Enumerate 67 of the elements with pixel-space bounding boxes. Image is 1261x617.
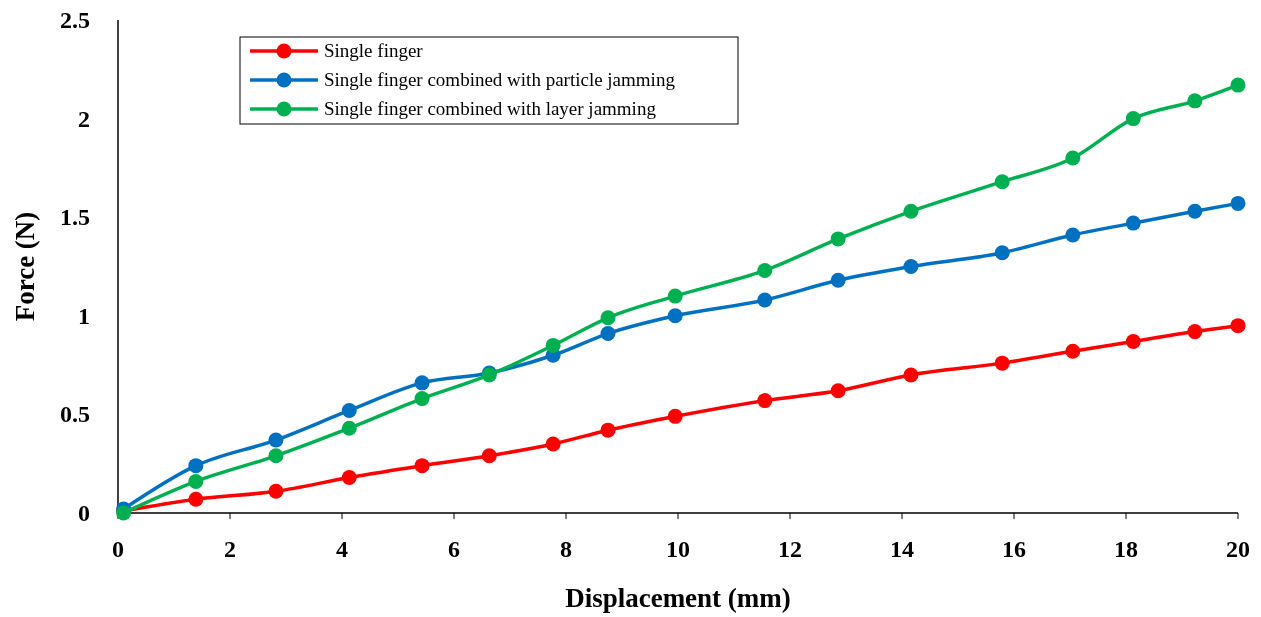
y-tick-label: 1.5 — [60, 204, 90, 231]
legend-label: Single finger — [324, 40, 424, 61]
point — [1187, 203, 1203, 219]
point — [903, 203, 919, 219]
point — [667, 408, 683, 424]
point — [757, 292, 773, 308]
point — [545, 337, 561, 353]
point — [830, 272, 846, 288]
point — [600, 326, 616, 342]
point — [1125, 333, 1141, 349]
y-tick-label: 0.5 — [60, 401, 90, 428]
y-tick-label: 0 — [78, 500, 90, 526]
x-tick-label: 20 — [1226, 536, 1250, 562]
y-tick-label: 1 — [78, 302, 90, 329]
point — [600, 310, 616, 326]
point — [268, 432, 284, 448]
point — [903, 259, 919, 274]
point — [188, 473, 204, 489]
point — [1065, 227, 1081, 243]
x-tick-label: 2 — [224, 536, 236, 562]
point — [1125, 111, 1141, 127]
point — [268, 448, 284, 464]
point — [414, 458, 430, 474]
legend-label: Single finger combined with particle jamming — [324, 69, 676, 90]
point — [545, 436, 561, 452]
point — [341, 402, 357, 418]
point — [667, 308, 683, 324]
point — [414, 391, 430, 407]
point — [994, 245, 1010, 261]
point — [757, 262, 773, 278]
point — [667, 288, 683, 304]
point — [1187, 93, 1203, 109]
x-tick-label: 14 — [890, 536, 914, 562]
point — [830, 231, 846, 247]
point — [600, 422, 616, 438]
point — [994, 174, 1010, 190]
y-tick-label: 2.5 — [60, 7, 90, 33]
point — [188, 458, 204, 474]
point — [1230, 77, 1246, 93]
point — [341, 420, 357, 436]
x-axis-title: Displacement (mm) — [565, 583, 791, 613]
x-tick-label: 8 — [560, 536, 572, 562]
point — [994, 355, 1010, 371]
point — [1065, 343, 1081, 359]
point — [414, 375, 430, 391]
x-tick-label: 18 — [1114, 536, 1138, 562]
point — [1230, 318, 1246, 334]
x-tick-label: 6 — [448, 536, 460, 562]
point — [341, 470, 357, 485]
point — [268, 483, 284, 499]
x-tick-label: 0 — [112, 536, 124, 562]
y-tick-label: 2 — [78, 105, 90, 132]
point — [757, 393, 773, 409]
point — [188, 491, 204, 507]
y-axis-title: Force (N) — [10, 211, 40, 322]
point — [481, 448, 497, 464]
point — [830, 383, 846, 399]
point — [1187, 324, 1203, 340]
point — [1230, 195, 1246, 211]
point — [903, 367, 919, 383]
point — [1125, 215, 1141, 231]
x-tick-label: 16 — [1002, 536, 1026, 562]
legend-label: Single finger combined with layer jamming — [324, 98, 657, 119]
x-tick-label: 12 — [778, 536, 802, 562]
x-tick-label: 4 — [336, 536, 348, 562]
point — [1065, 150, 1081, 166]
x-tick-label: 10 — [666, 536, 690, 562]
